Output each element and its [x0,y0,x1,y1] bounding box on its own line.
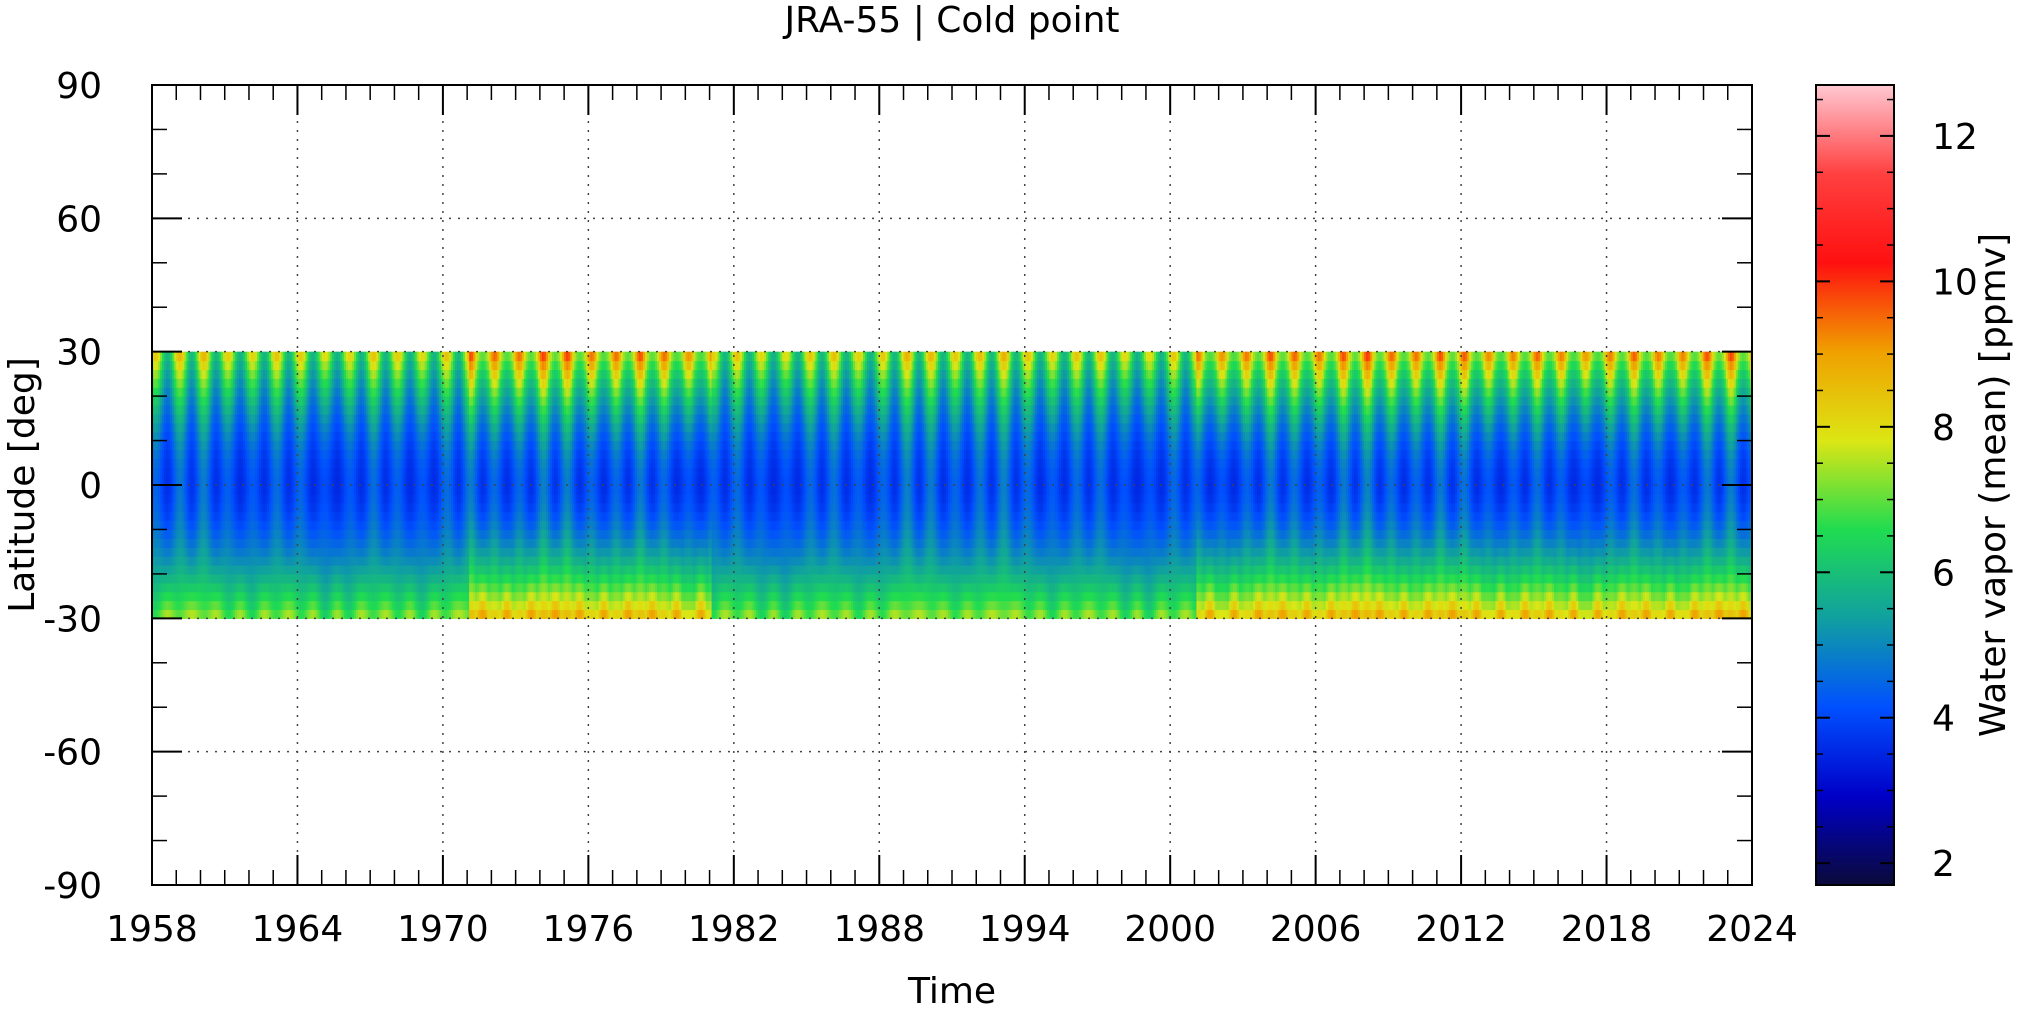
chart-title: JRA-55 | Cold point [782,0,1119,41]
